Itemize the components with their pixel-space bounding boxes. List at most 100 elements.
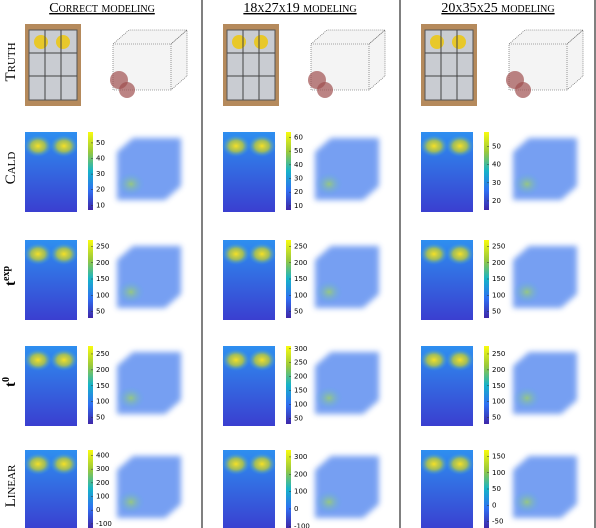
colorbar-tick-label: 200	[294, 259, 307, 267]
colorbar-tick-label: 150	[96, 382, 109, 390]
map-blob	[420, 243, 448, 265]
colorbar-tick-label: 20	[96, 186, 105, 194]
colorbar-tick-label: 20	[294, 188, 303, 196]
colorbar-tick-label: 100	[492, 469, 505, 477]
colorbar-tick-label: 300	[96, 465, 109, 473]
truth-blob	[515, 82, 531, 98]
colorbar-tick-label: 50	[294, 308, 303, 316]
row-label: Truth	[3, 42, 19, 81]
colorbar	[88, 450, 93, 528]
photo-blob	[430, 35, 444, 49]
volume-blob	[117, 490, 145, 514]
colorbar-tick-label: 100	[294, 291, 307, 299]
volume-blob	[513, 280, 541, 304]
colorbar-tick-label: 150	[294, 275, 307, 283]
colorbar-tick-label: 200	[96, 479, 109, 487]
row-label: texp	[1, 266, 19, 286]
colorbar	[286, 132, 291, 210]
row-label-text: Truth	[3, 42, 19, 81]
map-blob	[248, 243, 276, 265]
map-blob	[248, 349, 276, 371]
colorbar-tick-label: 250	[96, 350, 109, 358]
map-blob	[248, 135, 276, 157]
colorbar-tick-label: 20	[492, 197, 501, 205]
colorbar-tick-label: -50	[492, 518, 503, 526]
colorbar-tick-label: 100	[492, 398, 505, 406]
photo-blob	[56, 35, 70, 49]
colorbar-tick-label: 10	[294, 202, 303, 210]
map-blob	[24, 453, 52, 475]
truth-box	[310, 29, 386, 91]
map-blob	[446, 135, 474, 157]
map-blob	[222, 453, 250, 475]
colorbar-tick-label: 250	[294, 359, 307, 367]
colorbar-tick-label: 200	[294, 373, 307, 381]
row-label-sup: exp	[1, 266, 12, 281]
row-label: t0	[1, 377, 19, 387]
colorbar	[484, 450, 489, 528]
colorbar-tick-label: 50	[294, 147, 303, 155]
row-label: Linear	[3, 464, 19, 507]
colorbar	[88, 240, 93, 318]
truth-box	[508, 29, 584, 91]
colorbar-tick-label: 50	[294, 414, 303, 422]
volume-blob	[315, 172, 343, 196]
map-blob	[222, 243, 250, 265]
colorbar-tick-label: 200	[96, 259, 109, 267]
column-header: Correct modeling	[49, 1, 155, 16]
colorbar-tick-label: 50	[96, 139, 105, 147]
column-header: 20x35x25 modeling	[441, 1, 554, 16]
colorbar-tick-label: 200	[294, 470, 307, 478]
colorbar-tick-label: 60	[294, 133, 303, 141]
colorbar-tick-label: 40	[96, 155, 105, 163]
colorbar-tick-label: 100	[96, 398, 109, 406]
row-label-text: Linear	[3, 464, 19, 507]
map-blob	[420, 349, 448, 371]
colorbar	[286, 450, 291, 528]
map-blob	[222, 135, 250, 157]
map-blob	[50, 349, 78, 371]
colorbar-tick-label: 150	[96, 275, 109, 283]
truth-blob	[317, 82, 333, 98]
volume-blob	[315, 386, 343, 410]
map-blob	[248, 453, 276, 475]
colorbar	[88, 346, 93, 424]
map-blob	[446, 349, 474, 371]
photo-blob	[452, 35, 466, 49]
photo-blob	[254, 35, 268, 49]
volume-blob	[513, 172, 541, 196]
colorbar-tick-label: 0	[294, 505, 298, 513]
colorbar-tick-label: 100	[294, 488, 307, 496]
volume-blob	[513, 386, 541, 410]
colorbar-tick-label: 50	[492, 308, 501, 316]
volume-blob	[513, 490, 541, 514]
colorbar-tick-label: 50	[96, 308, 105, 316]
colorbar-tick-label: 150	[294, 387, 307, 395]
colorbar-tick-label: 400	[96, 451, 109, 459]
map-blob	[24, 243, 52, 265]
colorbar-tick-label: 50	[96, 414, 105, 422]
colorbar-tick-label: 300	[294, 345, 307, 353]
map-blob	[420, 135, 448, 157]
colorbar-tick-label: 250	[492, 243, 505, 251]
colorbar-tick-label: 0	[96, 506, 100, 514]
volume-blob	[117, 172, 145, 196]
colorbar-tick-label: 200	[492, 366, 505, 374]
colorbar-tick-label: 100	[96, 291, 109, 299]
colorbar-tick-label: 10	[96, 201, 105, 209]
colorbar	[88, 132, 93, 210]
colorbar-tick-label: 100	[492, 291, 505, 299]
colorbar-tick-label: 150	[492, 453, 505, 461]
colorbar-tick-label: 250	[492, 350, 505, 358]
row-label-text: t	[3, 281, 19, 286]
volume-blob	[315, 280, 343, 304]
row-label-text: Cald	[3, 152, 19, 185]
colorbar-tick-label: 150	[492, 382, 505, 390]
volume-blob	[117, 386, 145, 410]
colorbar-tick-label: 100	[96, 493, 109, 501]
column-header: 18x27x19 modeling	[243, 1, 356, 16]
colorbar-tick-label: 40	[492, 161, 501, 169]
colorbar-tick-label: 30	[96, 170, 105, 178]
colorbar-tick-label: 150	[492, 275, 505, 283]
